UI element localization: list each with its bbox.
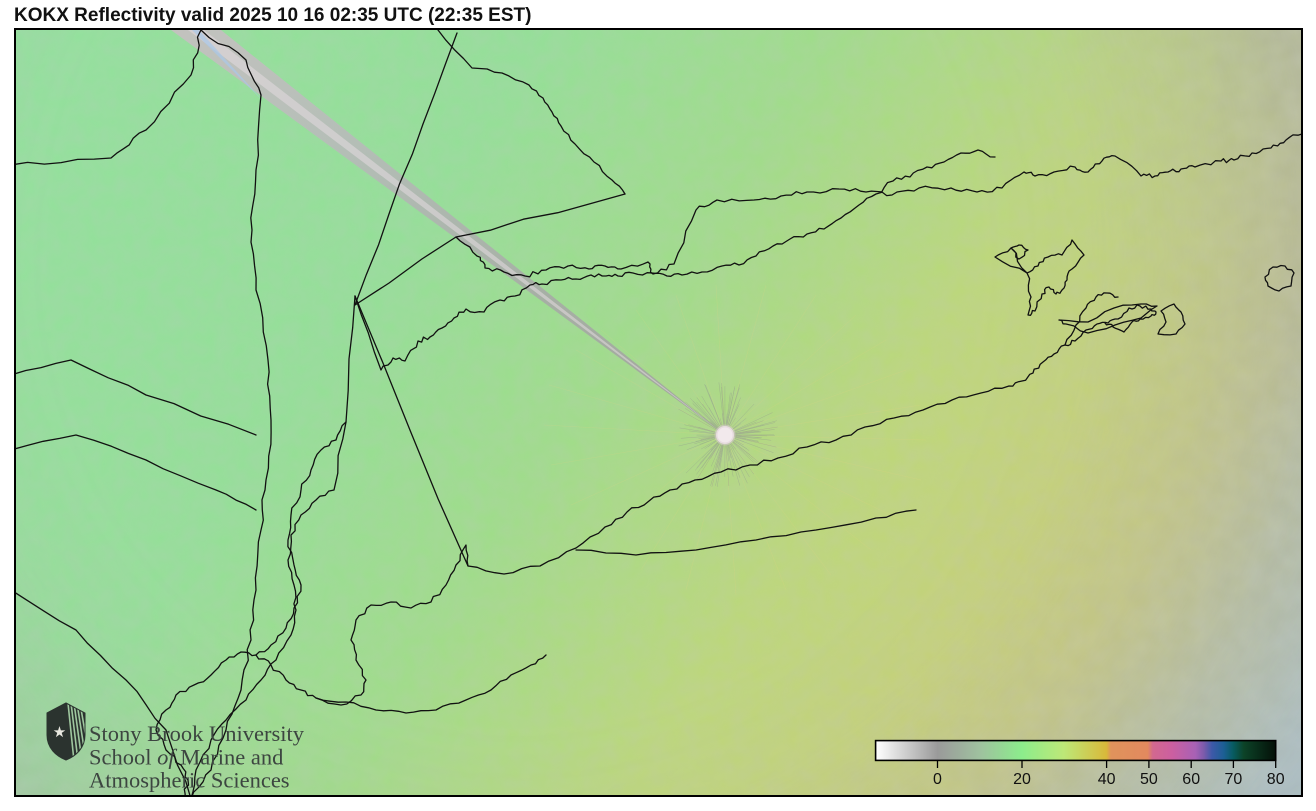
svg-text:80: 80 [1267, 771, 1285, 788]
svg-text:★: ★ [53, 724, 66, 741]
svg-text:Atmospheric Sciences: Atmospheric Sciences [89, 768, 290, 793]
svg-text:40: 40 [1098, 771, 1116, 788]
svg-text:Stony Brook University: Stony Brook University [89, 721, 305, 746]
svg-text:70: 70 [1225, 771, 1243, 788]
svg-text:60: 60 [1182, 771, 1200, 788]
svg-text:0: 0 [933, 771, 942, 788]
svg-text:School of Marine and: School of Marine and [89, 745, 283, 770]
svg-text:20: 20 [1013, 771, 1031, 788]
svg-text:50: 50 [1140, 771, 1158, 788]
